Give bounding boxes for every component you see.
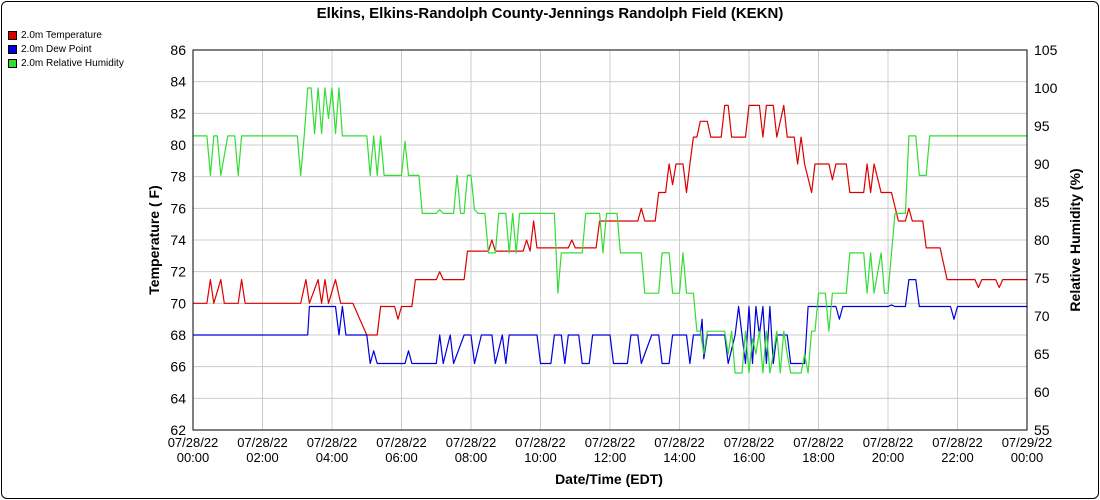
x-tick-time: 14:00: [663, 450, 696, 465]
x-tick-date: 07/28/22: [863, 435, 914, 450]
x-tick-time: 02:00: [246, 450, 279, 465]
legend-label-dew-point: 2.0m Dew Point: [21, 43, 92, 55]
series-line-1: [193, 279, 1027, 365]
y2-tick-label: 60: [1034, 384, 1050, 400]
x-tick-date: 07/28/22: [168, 435, 219, 450]
x-tick-time: 00:00: [1011, 450, 1044, 465]
x-tick-date: 07/28/22: [446, 435, 497, 450]
y-tick-label: 80: [170, 137, 186, 153]
x-tick-time: 22:00: [941, 450, 974, 465]
y2-tick-label: 90: [1034, 156, 1050, 172]
x-tick-time: 06:00: [385, 450, 418, 465]
legend-item-temperature: 2.0m Temperature: [8, 28, 124, 42]
y2-tick-label: 75: [1034, 270, 1050, 286]
y-tick-label: 72: [170, 264, 186, 280]
x-tick-date: 07/28/22: [515, 435, 566, 450]
x-tick-time: 04:00: [316, 450, 349, 465]
legend-label-temperature: 2.0m Temperature: [21, 29, 102, 41]
y-tick-label: 76: [170, 200, 186, 216]
y-tick-label: 62: [170, 422, 186, 438]
legend-item-relative-humidity: 2.0m Relative Humidity: [8, 56, 124, 70]
legend-swatch-temperature: [8, 30, 17, 40]
y2-axis-label: Relative Humidity (%): [1067, 168, 1083, 311]
x-axis-label: Date/Time (EDT): [555, 471, 663, 487]
x-tick-date: 07/28/22: [932, 435, 983, 450]
chart-title: Elkins, Elkins-Randolph County-Jennings …: [316, 5, 784, 22]
y2-tick-label: 70: [1034, 308, 1050, 324]
y-tick-label: 82: [170, 105, 186, 121]
y2-tick-label: 65: [1034, 346, 1050, 362]
y-tick-label: 86: [170, 42, 186, 58]
y2-tick-label: 105: [1034, 42, 1058, 58]
x-tick-time: 08:00: [455, 450, 488, 465]
x-tick-date: 07/29/22: [1002, 435, 1053, 450]
y-tick-label: 84: [170, 74, 186, 90]
series-line-0: [193, 104, 1027, 336]
y-tick-label: 66: [170, 359, 186, 375]
y-tick-label: 64: [170, 390, 186, 406]
y2-tick-label: 100: [1034, 80, 1058, 96]
x-tick-date: 07/28/22: [376, 435, 427, 450]
legend-item-dew-point: 2.0m Dew Point: [8, 42, 124, 56]
x-tick-date: 07/28/22: [654, 435, 705, 450]
y-axis-label: Temperature ( F): [146, 185, 162, 294]
y2-tick-label: 80: [1034, 232, 1050, 248]
y2-tick-label: 55: [1034, 422, 1050, 438]
legend-swatch-relative-humidity: [8, 58, 17, 68]
x-tick-time: 20:00: [872, 450, 905, 465]
legend-swatch-dew-point: [8, 44, 17, 54]
legend: 2.0m Temperature 2.0m Dew Point 2.0m Rel…: [8, 28, 124, 70]
y2-tick-label: 95: [1034, 118, 1050, 134]
x-tick-time: 16:00: [733, 450, 766, 465]
series-line-2: [193, 87, 1027, 374]
x-tick-date: 07/28/22: [237, 435, 288, 450]
x-tick-date: 07/28/22: [585, 435, 636, 450]
x-tick-time: 00:00: [177, 450, 210, 465]
y-tick-label: 68: [170, 327, 186, 343]
y-tick-label: 78: [170, 169, 186, 185]
x-tick-date: 07/28/22: [724, 435, 775, 450]
x-tick-time: 12:00: [594, 450, 627, 465]
x-tick-time: 10:00: [524, 450, 557, 465]
y-tick-label: 74: [170, 232, 186, 248]
x-tick-date: 07/28/22: [307, 435, 358, 450]
y2-tick-label: 85: [1034, 194, 1050, 210]
y-tick-label: 70: [170, 295, 186, 311]
legend-label-relative-humidity: 2.0m Relative Humidity: [21, 57, 124, 69]
x-tick-date: 07/28/22: [793, 435, 844, 450]
plot-border: [192, 49, 1028, 431]
x-tick-time: 18:00: [802, 450, 835, 465]
